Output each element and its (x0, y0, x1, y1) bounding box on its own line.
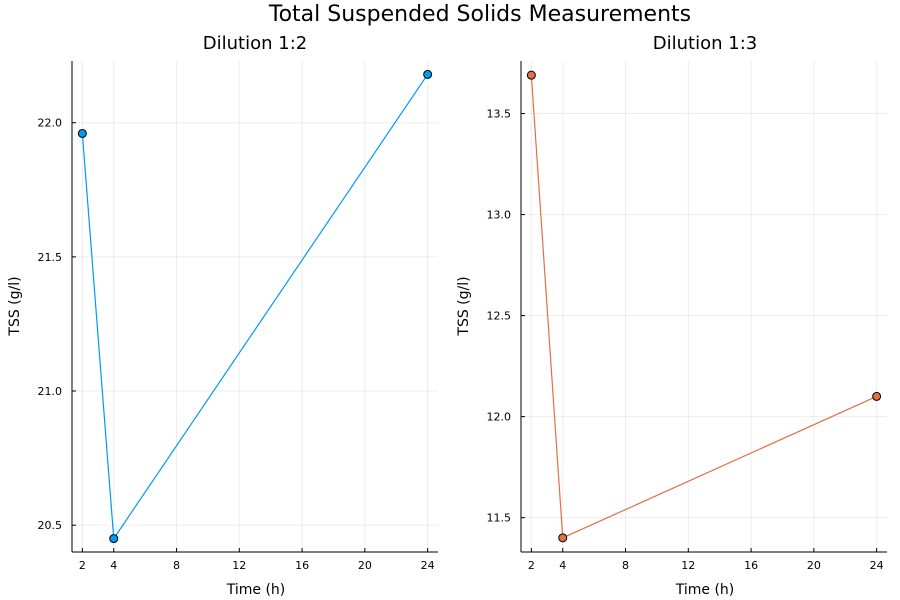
data-point (109, 534, 119, 544)
x-tick-label: 4 (110, 559, 117, 572)
x-axis-label: Time (h) (226, 582, 286, 598)
x-tick-label: 16 (295, 559, 309, 572)
y-tick-label: 11.5 (487, 512, 512, 525)
x-tick-label: 24 (870, 559, 884, 572)
data-point (558, 533, 568, 543)
chart-panel-dilution-1-2: Dilution 1:2 Time (h) TSS (g/l) 2 4 8 12 16 2… (7, 33, 438, 598)
x-tick-label: 16 (744, 559, 758, 572)
y-axis-label: TSS (g/l) (7, 276, 23, 336)
y-tick-label: 13.0 (487, 209, 512, 222)
chart-panel-dilution-1-3: Dilution 1:3 Time (h) TSS (g/l) 2 4 8 12 16 2… (456, 33, 887, 598)
y-tick-label: 21.0 (38, 385, 63, 398)
data-point (526, 70, 536, 80)
chart-title: Dilution 1:3 (653, 33, 757, 54)
x-tick-label: 20 (807, 559, 821, 572)
x-tick-label: 24 (421, 559, 435, 572)
data-point (872, 391, 882, 401)
y-tick-label: 22.0 (38, 117, 63, 130)
x-tick-label: 4 (559, 559, 566, 572)
figure-title: Total Suspended Solids Measurements (268, 2, 691, 27)
grid (521, 61, 887, 552)
x-tick-label: 2 (528, 559, 535, 572)
y-tick-label: 13.5 (487, 108, 512, 121)
y-tick-label: 21.5 (38, 251, 63, 264)
x-tick-label: 8 (622, 559, 629, 572)
data-point (423, 69, 433, 79)
y-tick-label: 12.0 (487, 411, 512, 424)
grid (72, 61, 438, 552)
x-tick-label: 2 (79, 559, 86, 572)
x-tick-label: 12 (232, 559, 246, 572)
series-line (530, 75, 877, 539)
y-tick-label: 20.5 (38, 519, 63, 532)
x-tick-label: 8 (173, 559, 180, 572)
x-tick-label: 20 (358, 559, 372, 572)
y-axis-label: TSS (g/l) (456, 276, 472, 336)
x-tick-label: 12 (681, 559, 695, 572)
data-point (77, 128, 87, 138)
x-axis-label: Time (h) (675, 582, 735, 598)
y-tick-label: 12.5 (487, 310, 512, 323)
series-line (81, 74, 429, 541)
chart-title: Dilution 1:2 (203, 33, 307, 54)
